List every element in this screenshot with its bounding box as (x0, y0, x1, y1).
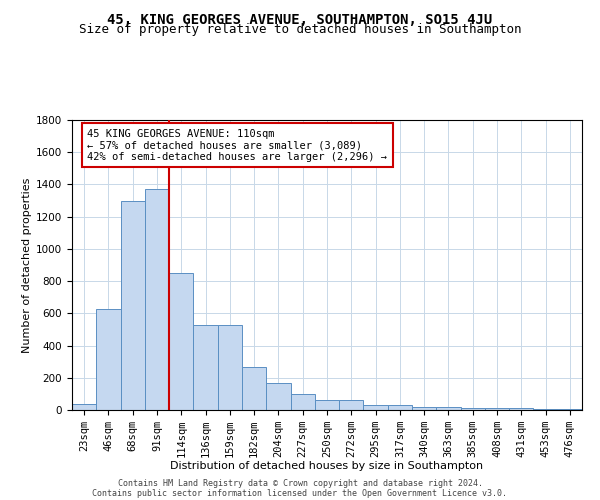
Bar (266, 382, 290, 410)
Bar (364, 405, 388, 410)
Text: 45 KING GEORGES AVENUE: 110sqm
← 57% of detached houses are smaller (3,089)
42% : 45 KING GEORGES AVENUE: 110sqm ← 57% of … (88, 128, 388, 162)
Bar (339, 400, 364, 410)
Bar (315, 400, 339, 410)
Bar (72, 404, 96, 410)
X-axis label: Distribution of detached houses by size in Southampton: Distribution of detached houses by size … (170, 462, 484, 471)
Bar (461, 408, 485, 410)
Bar (290, 394, 315, 410)
Text: Contains HM Land Registry data © Crown copyright and database right 2024.: Contains HM Land Registry data © Crown c… (118, 478, 482, 488)
Bar (242, 366, 266, 410)
Bar (145, 190, 169, 410)
Bar (533, 409, 558, 410)
Bar (169, 273, 193, 410)
Bar (509, 408, 533, 410)
Bar (96, 308, 121, 410)
Text: Size of property relative to detached houses in Southampton: Size of property relative to detached ho… (79, 22, 521, 36)
Bar (412, 407, 436, 410)
Text: Contains public sector information licensed under the Open Government Licence v3: Contains public sector information licen… (92, 488, 508, 498)
Bar (485, 408, 509, 410)
Y-axis label: Number of detached properties: Number of detached properties (22, 178, 32, 352)
Bar (436, 407, 461, 410)
Bar (558, 409, 582, 410)
Bar (193, 324, 218, 410)
Bar (121, 200, 145, 410)
Bar (388, 405, 412, 410)
Bar (218, 324, 242, 410)
Text: 45, KING GEORGES AVENUE, SOUTHAMPTON, SO15 4JU: 45, KING GEORGES AVENUE, SOUTHAMPTON, SO… (107, 12, 493, 26)
